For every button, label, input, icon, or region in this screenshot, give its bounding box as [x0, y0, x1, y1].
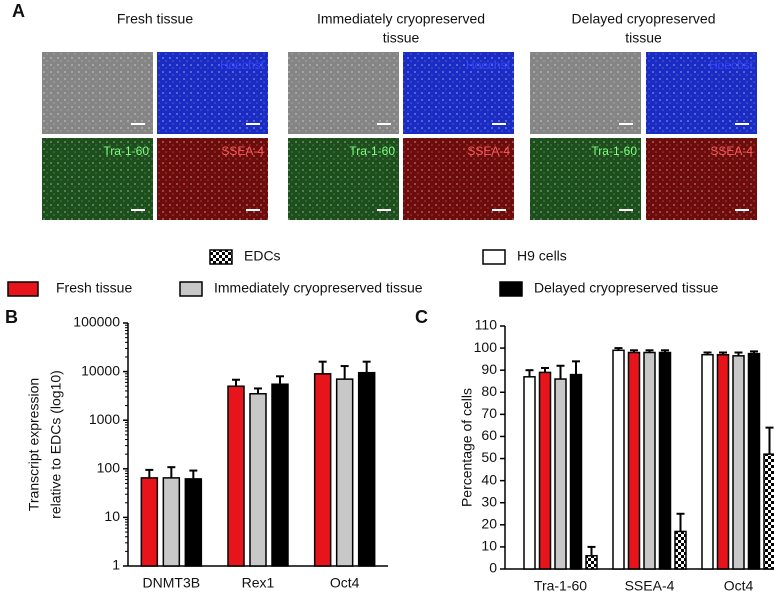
micrograph-texture	[157, 138, 268, 220]
micrograph-texture	[646, 138, 757, 220]
micrograph-texture	[157, 52, 268, 134]
bar	[249, 393, 267, 567]
x-tick-label: Rex1	[242, 575, 275, 591]
micrograph-texture	[42, 138, 153, 220]
bar	[732, 355, 745, 570]
y-tick-label: 10	[481, 538, 497, 554]
bar	[184, 478, 203, 567]
bar	[227, 385, 245, 567]
y-tick-label: 100000	[73, 314, 120, 330]
column-title: Fresh tissue	[117, 11, 193, 27]
y-axis-label: Transcript expression	[26, 378, 42, 511]
bar	[627, 351, 641, 570]
legend: EDCs H9 cells Fresh tissue Immediately cryo…	[7, 248, 719, 297]
y-axis-label: relative to EDCs (log10)	[48, 370, 64, 519]
image-label: SSEA-4	[467, 144, 510, 158]
column-title: tissue	[625, 30, 662, 46]
bar	[335, 378, 354, 567]
panel-label: B	[5, 307, 18, 327]
x-tick-label: Tra-1-60	[534, 578, 587, 594]
y-tick-label: 1000	[89, 411, 120, 427]
bar	[538, 371, 552, 570]
panel-label: C	[415, 307, 428, 327]
bar	[162, 477, 181, 567]
legend-swatch	[179, 281, 203, 297]
legend-label: Delayed cryopreserved tissue	[534, 280, 719, 296]
y-tick-label: 10000	[81, 362, 120, 378]
legend-label: Immediately cryopreserved tissue	[214, 280, 423, 296]
x-tick-label: Oct4	[330, 575, 360, 591]
micrograph-texture	[42, 52, 153, 134]
bar	[701, 353, 714, 570]
bar	[658, 351, 672, 570]
y-tick-label: 60	[481, 427, 497, 443]
micrograph-texture	[288, 138, 399, 220]
x-tick-label: SSEA-4	[625, 578, 675, 594]
micrograph-texture	[646, 52, 757, 134]
y-tick-label: 110	[475, 317, 498, 333]
bar	[674, 530, 687, 570]
bar	[523, 376, 536, 570]
y-tick-label: 100	[474, 339, 498, 355]
bar	[747, 352, 761, 570]
legend-swatch	[7, 281, 39, 297]
image-label: Hoechst	[466, 58, 511, 72]
bar	[554, 378, 567, 570]
column-title: Immediately cryopreserved	[317, 11, 485, 27]
image-label: SSEA-4	[221, 144, 264, 158]
bar	[585, 554, 598, 570]
y-tick-label: 1	[112, 557, 120, 573]
legend-swatch	[499, 281, 523, 297]
y-tick-label: 80	[481, 383, 497, 399]
image-label: Hoechst	[220, 58, 265, 72]
micrograph-texture	[530, 52, 641, 134]
y-tick-label: 0	[489, 560, 497, 576]
y-tick-label: 10	[104, 508, 120, 524]
y-axis-label: Percentage of cells	[459, 388, 475, 507]
y-tick-label: 50	[481, 449, 497, 465]
x-tick-label: DNMT3B	[143, 575, 201, 591]
y-tick-label: 40	[481, 471, 497, 487]
y-tick-label: 20	[481, 516, 497, 532]
panel-label: A	[12, 1, 25, 21]
micrograph-texture	[288, 52, 399, 134]
bar	[357, 371, 376, 567]
bar	[643, 351, 656, 570]
bar	[716, 353, 730, 570]
image-label: Tra-1-60	[103, 144, 149, 158]
bar	[612, 349, 625, 570]
legend-label: EDCs	[244, 248, 281, 264]
image-label: SSEA-4	[710, 144, 753, 158]
micrograph-texture	[403, 138, 514, 220]
x-tick-label: Oct4	[724, 578, 754, 594]
bar	[763, 453, 774, 570]
column-title: Delayed cryopreserved	[572, 11, 716, 27]
image-label: Tra-1-60	[591, 144, 637, 158]
bar	[140, 477, 159, 567]
y-tick-label: 70	[481, 405, 497, 421]
image-label: Tra-1-60	[349, 144, 395, 158]
legend-label: H9 cells	[517, 248, 567, 264]
bar	[313, 373, 332, 567]
micrograph-texture	[530, 138, 641, 220]
legend-label: Fresh tissue	[56, 280, 132, 296]
legend-swatch	[482, 249, 506, 265]
y-tick-label: 100	[97, 460, 121, 476]
legend-swatch	[209, 249, 233, 265]
y-tick-label: 90	[481, 361, 497, 377]
column-title: tissue	[383, 30, 420, 46]
bar	[569, 373, 583, 570]
bar	[271, 383, 289, 567]
image-label: Hoechst	[709, 58, 754, 72]
micrograph-texture	[403, 52, 514, 134]
y-tick-label: 30	[481, 493, 497, 509]
